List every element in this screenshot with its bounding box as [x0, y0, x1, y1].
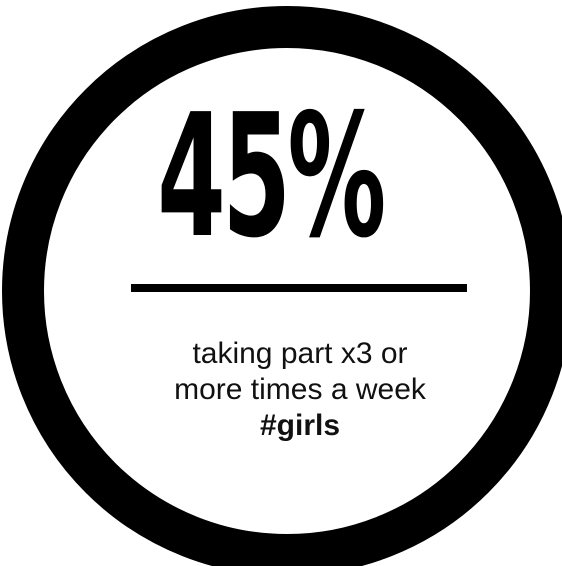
caption-line-1: taking part x3 or — [192, 337, 408, 370]
percentage-stat: 45% — [157, 78, 386, 276]
caption-text: taking part x3 or more times a week #gir… — [100, 336, 500, 444]
caption-line-2: more times a week — [174, 373, 426, 406]
divider-line — [131, 284, 467, 292]
hashtag-label: #girls — [259, 409, 341, 442]
